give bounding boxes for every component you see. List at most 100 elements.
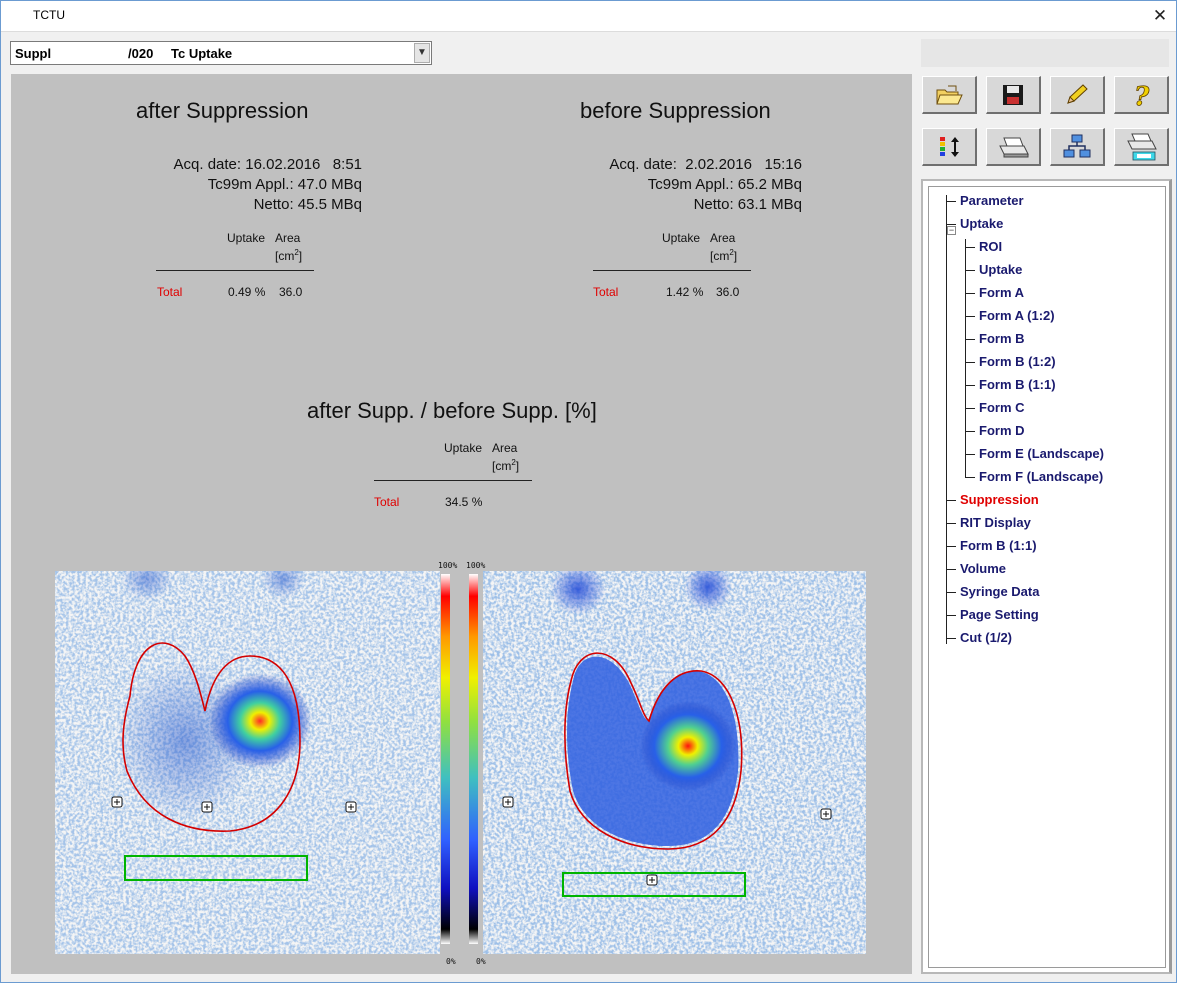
window-title: TCTU xyxy=(33,8,65,22)
tree-item[interactable]: Cut (1/2) xyxy=(960,630,1012,645)
after-title: after Suppression xyxy=(136,98,309,123)
after-col-area: Area xyxy=(275,231,301,245)
tree-item[interactable]: Form B (1:1) xyxy=(979,377,1056,392)
before-title: before Suppression xyxy=(580,98,771,123)
after-total-area: 36.0 xyxy=(279,285,303,299)
tree-item[interactable]: Uptake xyxy=(979,262,1023,277)
toolbar-status-strip xyxy=(921,39,1169,67)
tree-connector xyxy=(965,477,975,478)
network-icon xyxy=(1063,134,1091,157)
before-scale-min: 0% xyxy=(476,957,486,966)
marker-crosses xyxy=(502,796,832,886)
tree-connector xyxy=(965,339,975,340)
after-scan-svg xyxy=(55,571,440,954)
chevron-down-icon[interactable]: ▼ xyxy=(414,43,430,63)
before-appl: Tc99m Appl.: 65.2 MBq xyxy=(647,176,802,193)
close-icon[interactable]: ✕ xyxy=(1152,6,1168,25)
after-scale-min: 0% xyxy=(446,957,456,966)
before-table-rule xyxy=(593,270,751,271)
study-select-number: /020 xyxy=(128,46,154,61)
tree-connector xyxy=(965,316,975,317)
tree-item[interactable]: Form B (1:1) xyxy=(960,538,1037,553)
title-bar: TCTU ✕ xyxy=(0,0,1177,32)
tree-connector xyxy=(946,224,956,225)
tree-item[interactable]: Volume xyxy=(960,561,1006,576)
save-icon xyxy=(1003,84,1023,105)
study-select[interactable]: Suppl /020 Tc Uptake ▼ xyxy=(10,41,432,65)
tree-item[interactable]: Syringe Data xyxy=(960,584,1040,599)
ratio-title: after Supp. / before Supp. [%] xyxy=(307,398,597,423)
network-button[interactable] xyxy=(1050,128,1105,166)
tree-item[interactable]: Parameter xyxy=(960,193,1024,208)
collapse-icon[interactable]: − xyxy=(947,225,956,235)
help-button[interactable]: ? xyxy=(1114,76,1169,114)
tree-item[interactable]: Form C xyxy=(979,400,1025,415)
tree-connector xyxy=(946,523,956,524)
tree-connector xyxy=(965,431,975,432)
thyroid-roi-outline xyxy=(564,652,743,850)
edit-icon xyxy=(1067,83,1088,104)
tree-item[interactable]: ROI xyxy=(979,239,1003,254)
tree-connector xyxy=(965,239,966,478)
tree-item[interactable]: Uptake xyxy=(960,216,1004,231)
tree-connector xyxy=(965,385,975,386)
tree-connector xyxy=(946,592,956,593)
tree-connector xyxy=(965,270,975,271)
after-scan-image xyxy=(55,571,440,954)
tree-item[interactable]: Form D xyxy=(979,423,1025,438)
tree-item[interactable]: Page Setting xyxy=(960,607,1039,622)
report-panel: after Suppression Acq. date: 16.02.2016 … xyxy=(11,74,912,974)
tree-connector xyxy=(965,362,975,363)
help-icon: ? xyxy=(1134,81,1151,109)
navigation-tree: − Parameter Uptake ROI Uptake Form A Form A (… xyxy=(921,179,1172,974)
tree-item[interactable]: RIT Display xyxy=(960,515,1031,530)
ratio-col-area: Area xyxy=(492,441,518,455)
tree-connector xyxy=(946,195,947,644)
save-button[interactable] xyxy=(986,76,1041,114)
after-col-area-unit: [cm2] xyxy=(275,248,303,263)
print-setup-button[interactable] xyxy=(1114,128,1169,166)
tree-item[interactable]: Form A (1:2) xyxy=(979,308,1055,323)
ratio-total-label: Total xyxy=(374,495,400,509)
after-appl: Tc99m Appl.: 47.0 MBq xyxy=(207,176,362,193)
tree-connector xyxy=(946,615,956,616)
after-color-scale xyxy=(441,574,450,944)
tree-connector xyxy=(965,293,975,294)
tree-item[interactable]: Suppression xyxy=(960,492,1039,507)
after-total-label: Total xyxy=(157,285,183,299)
before-acq-date: Acq. date: 2.02.2016 15:16 xyxy=(609,156,802,173)
navigation-tree-frame: − Parameter Uptake ROI Uptake Form A Form A (… xyxy=(928,186,1166,968)
tree-connector xyxy=(965,247,975,248)
print-setup-icon xyxy=(1127,133,1157,160)
before-netto: Netto: 63.1 MBq xyxy=(693,196,802,213)
background-roi-box xyxy=(562,872,746,897)
after-scale-max: 100% xyxy=(438,561,458,570)
svg-text:?: ? xyxy=(1134,82,1150,109)
tree-connector xyxy=(965,454,975,455)
tree-item[interactable]: Form B xyxy=(979,331,1025,346)
color-scale-button[interactable] xyxy=(922,128,977,166)
ratio-table-rule xyxy=(374,480,532,481)
after-total-uptake: 0.49 % xyxy=(228,285,266,299)
after-col-uptake: Uptake xyxy=(227,231,266,245)
tree-connector xyxy=(965,408,975,409)
study-select-patient: Suppl xyxy=(15,46,52,61)
print-icon xyxy=(999,137,1029,157)
ratio-total-uptake: 34.5 % xyxy=(445,495,483,509)
before-col-area: Area xyxy=(710,231,736,245)
after-table-rule xyxy=(156,270,314,271)
study-select-type: Tc Uptake xyxy=(171,46,233,61)
before-total-uptake: 1.42 % xyxy=(666,285,704,299)
color-scale-icon xyxy=(940,136,959,157)
tree-item[interactable]: Form F (Landscape) xyxy=(979,469,1104,484)
after-acq-date: Acq. date: 16.02.2016 8:51 xyxy=(173,156,362,173)
tree-item[interactable]: Form A xyxy=(979,285,1025,300)
tree-item[interactable]: Form B (1:2) xyxy=(979,354,1056,369)
tree-connector xyxy=(946,546,956,547)
print-button[interactable] xyxy=(986,128,1041,166)
edit-button[interactable] xyxy=(1050,76,1105,114)
open-icon xyxy=(936,85,963,104)
tree-item[interactable]: Form E (Landscape) xyxy=(979,446,1104,461)
open-button[interactable] xyxy=(922,76,977,114)
tree-connector xyxy=(946,201,956,202)
